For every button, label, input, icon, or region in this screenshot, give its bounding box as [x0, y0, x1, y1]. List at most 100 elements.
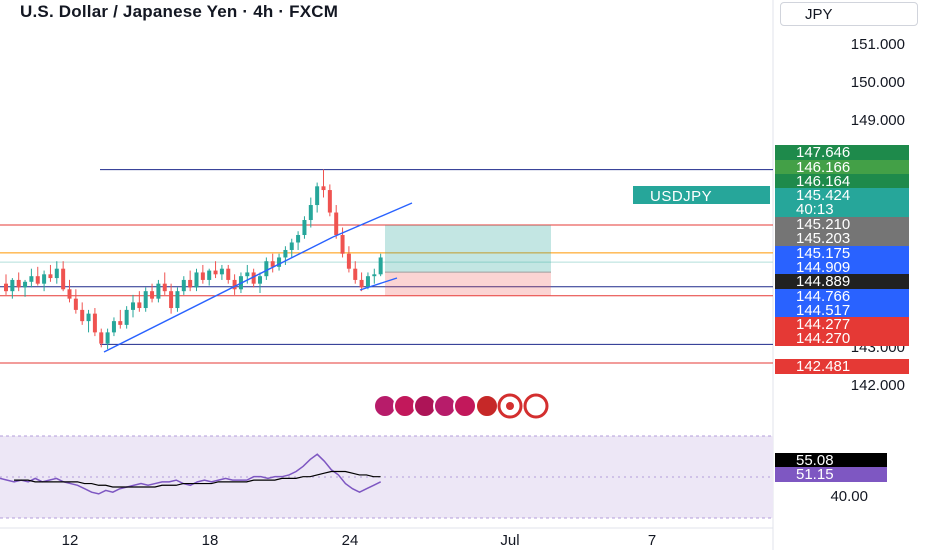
candle-body [162, 283, 167, 292]
candle-body [334, 212, 339, 235]
price-tag-box [775, 202, 909, 217]
rsi-tag-label: 51.15 [796, 466, 834, 483]
candle-body [61, 268, 66, 290]
currency-selector[interactable]: JPY [780, 2, 918, 26]
candle-body [270, 261, 275, 267]
flag-icon[interactable] [523, 393, 549, 419]
flag-icon[interactable] [433, 394, 457, 418]
flag-icon[interactable] [453, 394, 477, 418]
time-tick-label: Jul [500, 532, 519, 549]
trendlines[interactable] [103, 202, 413, 353]
price-tag-label: 144.909 [796, 259, 850, 276]
candle-body [67, 289, 72, 299]
price-tag-label: 144.517 [796, 302, 850, 319]
candle-body [219, 268, 224, 275]
candle-body [200, 272, 205, 280]
candle-body [80, 309, 85, 322]
price-tag-label: 145.203 [796, 230, 850, 247]
flag-icon[interactable] [393, 394, 417, 418]
price-tag-label: 146.166 [796, 159, 850, 176]
candle-body [111, 321, 116, 333]
target-zone [385, 225, 551, 273]
candle-body [92, 313, 97, 333]
rsi-tag-box [775, 467, 887, 482]
price-tag-box [775, 331, 909, 346]
candle-body [181, 279, 186, 292]
rsi-indicator [0, 453, 382, 495]
candle-body [35, 276, 40, 284]
candle-body [86, 313, 91, 322]
candle-body [188, 279, 193, 288]
candle-body [340, 234, 345, 254]
candle-body [29, 276, 34, 282]
candle-body [131, 302, 135, 310]
long-position-tool[interactable] [385, 225, 551, 296]
candle-body [23, 281, 28, 288]
candle-body [118, 321, 123, 325]
candle-body [327, 190, 332, 213]
rsi-tick-label: 40.00 [830, 488, 868, 505]
candle-body [150, 291, 155, 299]
price-tag-box [775, 188, 909, 203]
candle-body [296, 234, 301, 243]
rsi-tag-box [775, 453, 887, 468]
candle-body [378, 257, 383, 275]
candle-body [10, 279, 15, 292]
time-tick-label: 24 [342, 532, 359, 549]
event-icons[interactable] [373, 393, 549, 419]
price-tag-box [775, 303, 909, 318]
candle-body [365, 276, 370, 288]
price-tag-label: 144.277 [796, 316, 850, 333]
price-tag-box [775, 246, 909, 261]
candle-body [302, 220, 307, 235]
time-tick-label: 18 [202, 532, 219, 549]
japan-flag-dot [506, 402, 514, 410]
candle-body [54, 268, 59, 279]
candle-body [245, 272, 250, 277]
flag-icon[interactable] [373, 394, 397, 418]
rsi-tag-label: 55.08 [796, 452, 834, 469]
price-tick-label: 151.000 [851, 36, 905, 53]
price-tag-box [775, 274, 909, 289]
candle-body [16, 279, 21, 288]
time-axis[interactable]: 12 18 24 Jul 7 [62, 532, 657, 549]
chart-title: U.S. Dollar / Japanese Yen · 4h · FXCM [20, 2, 339, 21]
candle-body [156, 283, 161, 299]
candle-body [289, 242, 294, 250]
price-tag-label: 144.766 [796, 288, 850, 305]
candle-body [258, 276, 262, 284]
candle-body [105, 332, 110, 344]
candle-body [353, 268, 358, 280]
candle-body [372, 274, 377, 277]
candle-body [315, 186, 320, 206]
candle-body [124, 309, 129, 325]
inner-trendline [359, 277, 398, 291]
candle-body [73, 298, 78, 310]
candle-body [207, 270, 212, 280]
price-tag-label: 142.481 [796, 358, 850, 375]
price-tag-box [775, 317, 909, 332]
candle-body [308, 205, 313, 221]
candle-body [264, 261, 269, 277]
price-tag-label: 146.164 [796, 173, 850, 190]
candle-body [251, 272, 256, 284]
price-tag-label: 145.424 [796, 187, 850, 204]
price-tag-box [775, 231, 909, 246]
candle-body [277, 257, 282, 267]
flag-icon[interactable] [413, 394, 437, 418]
candle-body [359, 279, 364, 288]
price-tick-label: 142.000 [851, 377, 905, 394]
candlesticks [4, 169, 383, 350]
price-tick-label: 149.000 [851, 112, 905, 129]
candle-body [4, 283, 8, 292]
rising-trendline [103, 236, 334, 353]
candle-body [143, 291, 148, 309]
candle-body [283, 249, 288, 258]
candle-body [99, 332, 104, 344]
candle-body [48, 274, 53, 279]
symbol-label: USDJPY [650, 188, 712, 205]
time-tick-label: 12 [62, 532, 79, 549]
flag-icon[interactable] [475, 394, 499, 418]
